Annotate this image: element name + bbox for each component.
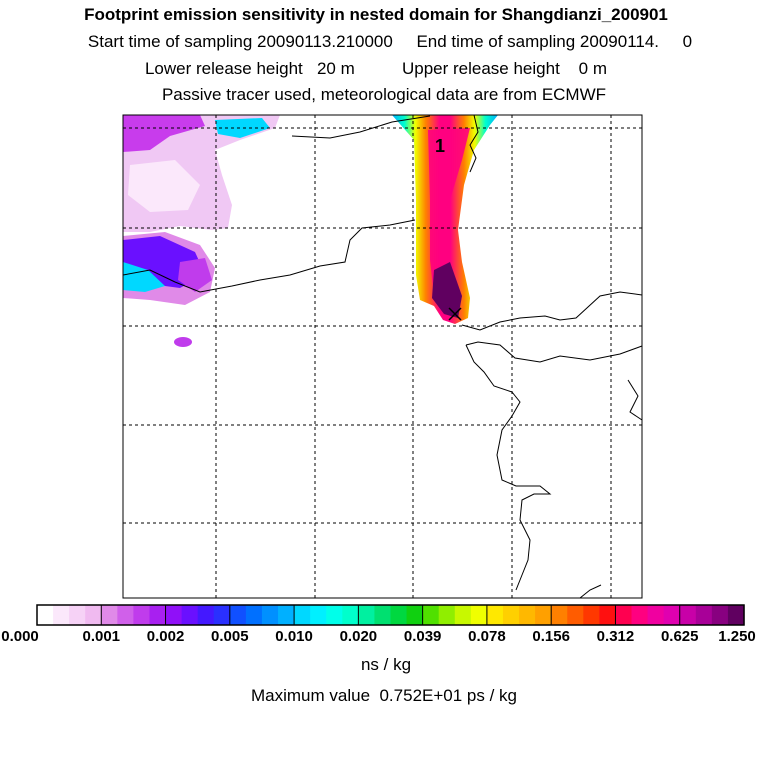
colorbar-cell [310, 605, 327, 625]
colorbar-tick-label: 0.020 [339, 628, 378, 645]
colorbar-tick-label: 0.625 [660, 628, 699, 645]
colorbar-frame [36, 604, 745, 626]
footprint-area-west-blob [178, 258, 212, 292]
station-number-label: 1 [435, 136, 445, 156]
footprint-area-west-cyan [123, 262, 165, 292]
colorbar-cell [470, 605, 488, 625]
colorbar-tick-label: 0.005 [211, 628, 249, 645]
colorbar-cell [101, 605, 118, 625]
colorbar-tick-label: 0.002 [146, 628, 185, 645]
colorbar-cell [326, 605, 343, 625]
release-point-marker [448, 307, 462, 321]
footprint-area-cyan-patch [215, 118, 270, 138]
footprint-area-northwest-mid [128, 160, 200, 212]
colorbar-cell [117, 605, 135, 625]
colorbar-cell [502, 605, 520, 625]
colorbar-cell [229, 605, 247, 625]
colorbar-cell [663, 605, 681, 625]
colorbar-cell [567, 605, 584, 625]
colorbar-tick-label: 0.156 [532, 628, 570, 645]
colorbar-cell [615, 605, 633, 625]
colorbar-cell [647, 605, 665, 625]
map-frame [122, 114, 643, 599]
colorbar [36, 604, 745, 626]
colorbar-cell [374, 605, 392, 625]
sampling-time-line: Start time of sampling 20090113.210000 E… [87, 32, 693, 51]
footprint-plume-peak [432, 262, 462, 318]
map-gridlines [123, 115, 642, 598]
colorbar-cell [438, 605, 456, 625]
colorbar-cell [422, 605, 440, 625]
colorbar-cell [69, 605, 86, 625]
colorbar-tick-label: 1.250 [718, 628, 756, 645]
colorbar-tick-label: 0.039 [403, 628, 442, 645]
colorbar-cell [519, 605, 536, 625]
colorbar-units: ns / kg [360, 655, 412, 674]
colorbar-tick-label: 0.312 [596, 628, 635, 645]
colorbar-cell [213, 605, 231, 625]
colorbar-cell [133, 605, 151, 625]
footprint-area-small-blob [174, 337, 192, 347]
colorbar-cell [454, 605, 472, 625]
colorbar-cell [245, 605, 263, 625]
colorbar-cell [599, 605, 617, 625]
tracer-info-line: Passive tracer used, meteorological data… [161, 85, 607, 104]
colorbar-tick-label: 0.000 [1, 628, 39, 645]
map-title: Footprint emission sensitivity in nested… [84, 5, 668, 24]
colorbar-cell [53, 605, 70, 625]
colorbar-cell [165, 605, 183, 625]
footprint-area-northwest-edge [123, 115, 205, 152]
footprint-field [123, 115, 498, 347]
release-height-line: Lower release height 20 m Upper release … [144, 59, 608, 78]
colorbar-cell [551, 605, 568, 625]
colorbar-tick-label: 0.001 [82, 628, 121, 645]
colorbar-cell [679, 605, 697, 625]
colorbar-cell [711, 605, 729, 625]
colorbar-cell [631, 605, 649, 625]
colorbar-cell [342, 605, 359, 625]
colorbar-cell [486, 605, 504, 625]
colorbar-cell [535, 605, 552, 625]
colorbar-cell [261, 605, 279, 625]
colorbar-cell [406, 605, 424, 625]
colorbar-cell [85, 605, 102, 625]
colorbar-cell [390, 605, 408, 625]
map-coastlines [122, 114, 643, 599]
colorbar-tick-label: 0.010 [275, 628, 313, 645]
colorbar-cell [358, 605, 376, 625]
colorbar-cell [695, 605, 713, 625]
colorbar-cell [181, 605, 199, 625]
colorbar-cell [294, 605, 311, 625]
colorbar-cell [278, 605, 295, 625]
colorbar-cell [37, 605, 54, 625]
colorbar-cell [583, 605, 600, 625]
maximum-value-line: Maximum value 0.752E+01 ps / kg [251, 686, 517, 705]
colorbar-tick-label: 0.078 [468, 628, 506, 645]
colorbar-cell [197, 605, 215, 625]
colorbar-cell [727, 605, 745, 625]
colorbar-cell [149, 605, 167, 625]
